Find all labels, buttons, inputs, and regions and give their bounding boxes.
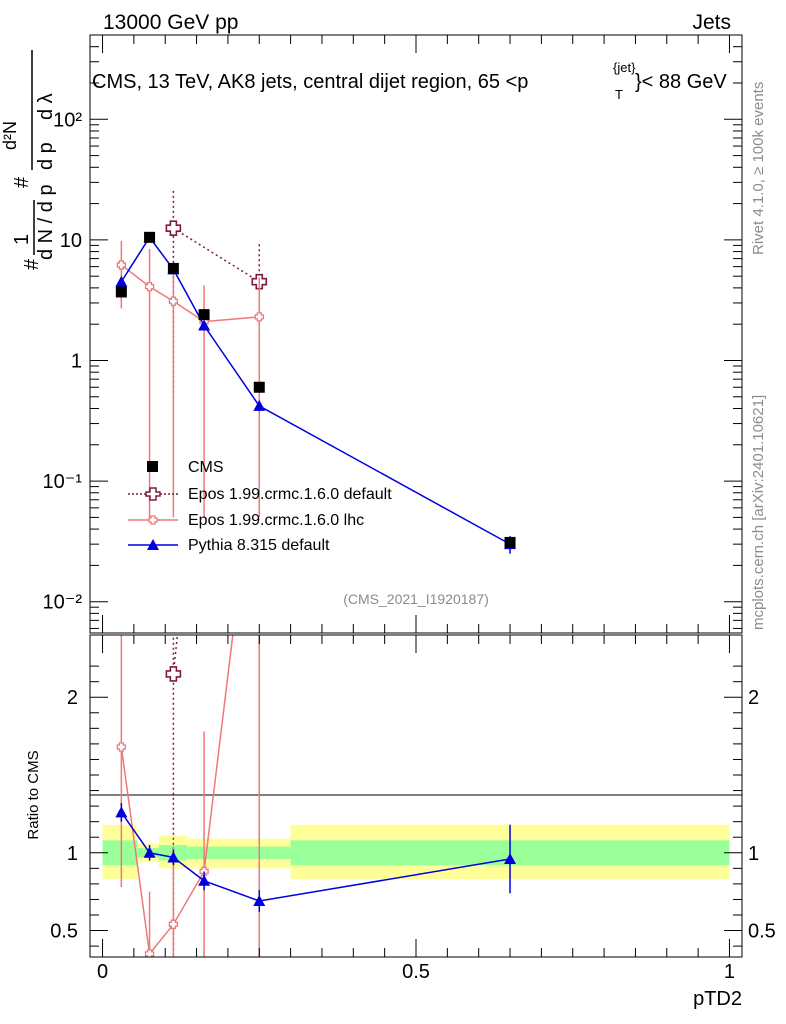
svg-text:d λ: d λ bbox=[35, 93, 57, 120]
ratio-y-tick-label-right: 0.5 bbox=[748, 921, 776, 943]
energy-label: 13000 GeV pp bbox=[103, 11, 238, 34]
main-y-tick-label: 10 bbox=[60, 230, 82, 252]
main-y-axis: 10⁻² 10⁻¹ 1 10 10² bbox=[43, 34, 742, 629]
y-axis-label-main: # 1 d N / d p # d²N d p d λ bbox=[0, 50, 57, 270]
main-point-cms bbox=[504, 536, 516, 548]
ratio-point-pythia bbox=[198, 874, 211, 886]
analysis-id-label: (CMS_2021_I1920187) bbox=[343, 591, 489, 607]
ratio-panel-frame bbox=[89, 634, 743, 958]
legend-entry-cms: CMS bbox=[147, 459, 224, 476]
svg-text:d N / d p: d N / d p bbox=[35, 184, 57, 260]
main-line-pythia bbox=[120, 236, 511, 545]
ratio-line-epos-default bbox=[172, 635, 179, 674]
x-tick-label: 0 bbox=[97, 961, 108, 983]
title-main: CMS, 13 TeV, AK8 jets, central dijet reg… bbox=[92, 71, 528, 93]
ratio-point-epos-default bbox=[165, 666, 182, 682]
main-point-cms bbox=[115, 286, 127, 298]
category-label: Jets bbox=[692, 11, 731, 34]
title-superscript: {jet} bbox=[613, 60, 636, 75]
main-point-epos-lhc bbox=[254, 312, 264, 322]
ratio-point-epos-lhc bbox=[144, 949, 155, 957]
ratio-point-epos-lhc bbox=[116, 742, 126, 752]
main-point-pythia bbox=[253, 399, 266, 411]
ratio-band-inner bbox=[221, 846, 291, 859]
x-axis-label: pTD2 bbox=[693, 988, 742, 1010]
legend-label-epos-lhc: Epos 1.99.crmc.1.6.0 lhc bbox=[188, 512, 364, 529]
ratio-point-pythia bbox=[253, 895, 266, 906]
ratio-y-tick-label-right: 2 bbox=[748, 687, 759, 709]
svg-text:d p: d p bbox=[35, 142, 57, 170]
svg-text:1: 1 bbox=[11, 234, 33, 245]
ratio-plot-area bbox=[115, 635, 517, 957]
svg-text:#: # bbox=[21, 258, 43, 270]
ratio-point-pythia bbox=[143, 846, 156, 858]
ratio-point-pythia bbox=[167, 851, 180, 863]
ratio-point-pythia bbox=[115, 806, 128, 818]
legend-label-epos-default: Epos 1.99.crmc.1.6.0 default bbox=[188, 486, 392, 503]
svg-text:d²N: d²N bbox=[0, 121, 20, 150]
title-subscript: T bbox=[615, 87, 623, 102]
legend-label-pythia: Pythia 8.315 default bbox=[188, 537, 330, 554]
svg-text:#: # bbox=[11, 176, 33, 188]
legend-entry-epos-default: Epos 1.99.crmc.1.6.0 default bbox=[128, 486, 392, 503]
x-tick-label: 0.5 bbox=[402, 961, 430, 983]
main-point-cms bbox=[198, 309, 210, 321]
rivet-version-label: Rivet 4.1.0, ≥ 100k events bbox=[750, 82, 767, 255]
main-y-tick-label: 10² bbox=[53, 109, 82, 131]
main-point-epos-lhc bbox=[116, 260, 126, 270]
main-line-epos-default bbox=[172, 227, 260, 283]
main-point-pythia bbox=[115, 275, 128, 287]
ratio-y-tick-label-right: 1 bbox=[748, 843, 759, 865]
main-y-tick-label: 1 bbox=[71, 350, 82, 372]
ratio-point-epos-lhc bbox=[168, 919, 179, 929]
ratio-line-pythia bbox=[120, 811, 511, 902]
legend-entry-pythia: Pythia 8.315 default bbox=[128, 537, 330, 554]
main-line-epos-lhc bbox=[120, 264, 260, 323]
plot-title: CMS, 13 TeV, AK8 jets, central dijet reg… bbox=[92, 60, 727, 102]
ratio-y-tick-label: 2 bbox=[67, 687, 78, 709]
main-y-tick-label: 10⁻² bbox=[43, 592, 83, 614]
legend-entry-epos-lhc: Epos 1.99.crmc.1.6.0 lhc bbox=[128, 512, 364, 529]
main-point-cms bbox=[167, 262, 179, 274]
main-plot-area bbox=[115, 190, 517, 554]
main-y-tick-label: 10⁻¹ bbox=[43, 471, 83, 493]
main-point-epos-lhc bbox=[144, 281, 155, 292]
ratio-bands bbox=[102, 824, 730, 880]
main-point-epos-lhc bbox=[168, 296, 179, 306]
ratio-point-pythia bbox=[504, 853, 517, 864]
legend-label-cms: CMS bbox=[188, 459, 224, 476]
x-axis: 0 0.5 1 bbox=[97, 35, 735, 983]
ratio-y-axis: 0.5 0.5 1 1 2 2 bbox=[50, 665, 776, 947]
mcplots-site-label: mcplots.cern.ch [arXiv:2401.10621] bbox=[750, 395, 767, 630]
legend: CMS Epos 1.99.crmc.1.6.0 default Epos 1.… bbox=[128, 459, 392, 554]
ratio-y-tick-label: 0.5 bbox=[50, 921, 78, 943]
main-point-epos-default bbox=[165, 220, 182, 237]
ratio-point-epos-lhc bbox=[199, 866, 209, 877]
y-axis-label-ratio: Ratio to CMS bbox=[25, 750, 42, 839]
x-tick-label: 1 bbox=[724, 961, 735, 983]
ratio-y-tick-label: 1 bbox=[67, 843, 78, 865]
main-point-pythia bbox=[198, 319, 211, 331]
title-suffix: }< 88 GeV bbox=[635, 71, 727, 93]
main-point-cms bbox=[253, 381, 265, 393]
ratio-band-inner bbox=[102, 840, 138, 866]
main-point-cms bbox=[144, 231, 156, 243]
